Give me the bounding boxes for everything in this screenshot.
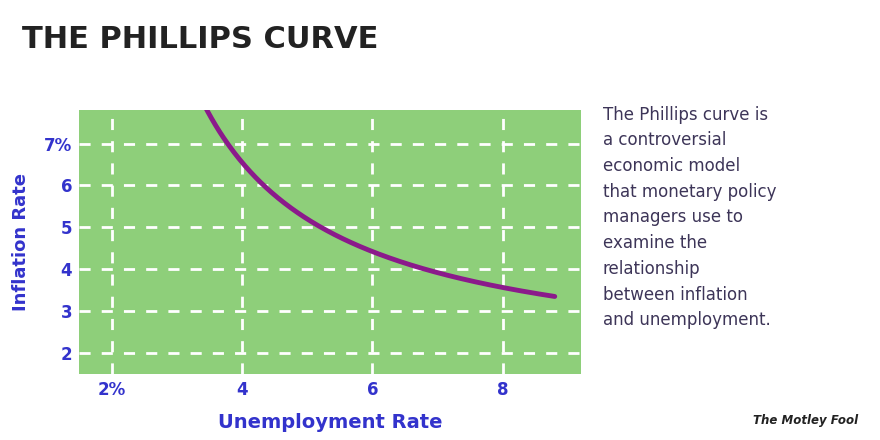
Y-axis label: Inflation Rate: Inflation Rate xyxy=(12,173,30,311)
Text: THE PHILLIPS CURVE: THE PHILLIPS CURVE xyxy=(22,25,378,54)
X-axis label: Unemployment Rate: Unemployment Rate xyxy=(217,413,443,432)
Text: The Motley Fool: The Motley Fool xyxy=(753,414,858,427)
Text: The Phillips curve is
a controversial
economic model
that monetary policy
manage: The Phillips curve is a controversial ec… xyxy=(603,106,776,329)
